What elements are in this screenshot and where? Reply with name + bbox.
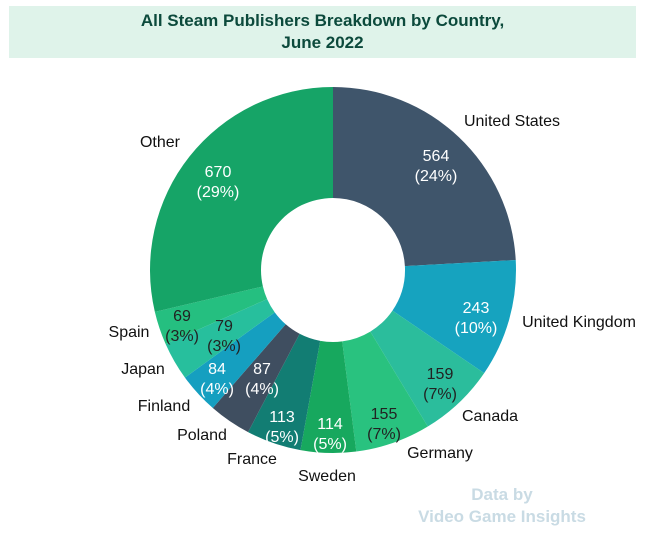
category-label-united-kingdom: United Kingdom — [522, 314, 636, 331]
watermark: Data by Video Game Insights — [414, 484, 590, 528]
category-label-finland: Finland — [138, 398, 190, 415]
category-label-japan: Japan — [121, 361, 165, 378]
category-label-germany: Germany — [407, 445, 473, 462]
category-label-united-states: United States — [464, 113, 560, 130]
category-label-canada: Canada — [462, 408, 518, 425]
slice-canada — [370, 310, 485, 427]
category-label-france: France — [227, 451, 277, 468]
value-label-canada: 159 (7%) — [423, 366, 457, 403]
slice-japan — [165, 299, 275, 378]
slice-france — [248, 333, 321, 451]
value-label-france: 113 (5%) — [265, 409, 299, 446]
category-label-spain: Spain — [109, 324, 150, 341]
watermark-line-2: Video Game Insights — [418, 507, 586, 526]
slice-sweden — [300, 340, 357, 454]
watermark-line-1: Data by — [471, 485, 533, 504]
slice-poland — [212, 324, 300, 433]
slice-other — [149, 87, 333, 312]
slice-finland — [184, 312, 286, 409]
slice-united-kingdom — [392, 260, 517, 374]
value-label-poland: 87 (4%) — [245, 361, 279, 398]
category-label-sweden: Sweden — [298, 468, 356, 485]
value-label-germany: 155 (7%) — [367, 406, 401, 443]
value-label-japan: 79 (3%) — [207, 318, 241, 355]
value-label-sweden: 114 (5%) — [313, 416, 347, 453]
slice-spain — [154, 286, 268, 344]
category-label-poland: Poland — [177, 427, 227, 444]
value-label-spain: 69 (3%) — [165, 308, 199, 345]
chart-title: All Steam Publishers Breakdown by Countr… — [9, 6, 636, 58]
value-label-united-states: 564 (24%) — [415, 148, 458, 185]
category-label-other: Other — [140, 134, 181, 151]
slice-germany — [342, 331, 428, 452]
value-label-other: 670 (29%) — [197, 164, 240, 201]
value-label-finland: 84 (4%) — [200, 361, 234, 398]
chart-title-line-1: All Steam Publishers Breakdown by Countr… — [140, 11, 505, 30]
chart-title-line-2: June 2022 — [281, 33, 364, 52]
slice-united-states — [333, 87, 516, 267]
value-label-united-kingdom: 243 (10%) — [455, 300, 498, 337]
